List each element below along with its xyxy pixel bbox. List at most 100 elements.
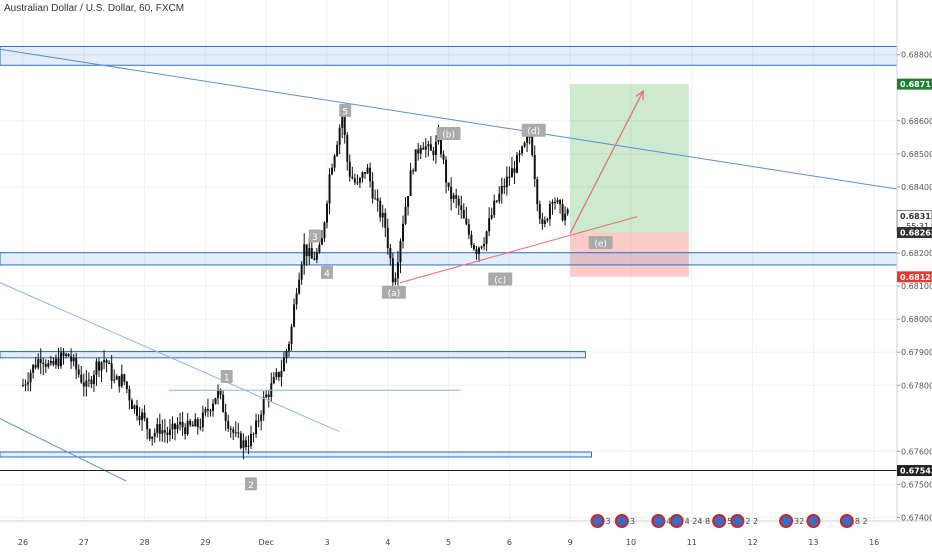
candle-body [265, 394, 268, 398]
candle-body [189, 420, 192, 425]
candle-body [526, 136, 529, 143]
candle-body [87, 379, 90, 381]
price-tick-label: 0.67500 [901, 480, 932, 489]
candle-body [82, 382, 85, 387]
candle-body [356, 182, 359, 184]
candle-body [217, 389, 220, 399]
candle-body [457, 198, 460, 206]
candle-body [65, 354, 68, 356]
wave-label-box [339, 103, 352, 117]
wave-label: 5 [342, 107, 348, 117]
chart-title: Australian Dollar / U.S. Dollar, 60, FXC… [4, 3, 185, 14]
price-badge-label: 0.68312 [900, 212, 932, 221]
candle-body [133, 405, 136, 410]
candle-body [237, 432, 240, 434]
event-flag-icon [839, 514, 854, 528]
candle-body [120, 374, 123, 387]
candle-body [338, 127, 341, 145]
time-tick-label: 27 [79, 538, 89, 547]
candle-body [323, 222, 326, 239]
candle-body [455, 195, 458, 199]
candle-body [179, 421, 182, 425]
candle-body [315, 252, 318, 260]
candle-body [27, 382, 30, 385]
candle-body [462, 210, 465, 219]
wave-label: (b) [442, 131, 455, 141]
candle-body [364, 172, 366, 174]
event-flag-icon [669, 514, 684, 528]
candle-body [80, 374, 83, 383]
candle-body [143, 412, 146, 419]
candle-body [566, 209, 569, 214]
wave-label-box [245, 477, 257, 491]
candle-body [282, 357, 285, 372]
time-tick-label: 29 [200, 538, 210, 547]
price-badge-label: 0.68262 [900, 229, 932, 238]
candle-body [257, 420, 260, 422]
event-flag-icon [590, 514, 605, 528]
candle-body [209, 410, 212, 412]
candle-body [343, 114, 346, 136]
candle-body [318, 244, 321, 253]
candle-body [47, 363, 50, 367]
time-tick-label: 6 [507, 538, 512, 547]
candle-body [442, 154, 445, 160]
event-count: 5 [727, 517, 732, 526]
event-flag-icon [779, 514, 794, 528]
wave-label-box [220, 369, 233, 383]
event-flag-icon [614, 514, 629, 528]
candle-body [136, 405, 138, 416]
candle-body [29, 372, 32, 383]
candle-body [389, 248, 392, 259]
candle-body [536, 179, 539, 205]
candle-body [293, 304, 296, 327]
candle-body [42, 362, 45, 365]
candle-body [158, 424, 161, 434]
candle-body [70, 356, 73, 362]
candle-body [290, 326, 293, 345]
candle-body [483, 243, 486, 247]
candle-body [49, 360, 52, 364]
candle-body [394, 278, 397, 283]
time-tick-label: 28 [140, 538, 150, 547]
candle-body [85, 380, 88, 387]
sr-zone-1 [0, 252, 898, 266]
candle-body [250, 433, 252, 446]
price-tick-label: 0.68800 [901, 51, 932, 60]
candle-body [419, 147, 422, 154]
candle-body [490, 214, 493, 219]
candle-body [95, 361, 98, 375]
candle-body [417, 149, 420, 154]
candle-body [280, 371, 283, 378]
candle-body [434, 141, 437, 155]
time-axis [0, 521, 932, 550]
wave-label-box [308, 229, 321, 243]
candle-body [67, 354, 70, 357]
candle-body [141, 412, 144, 421]
candle-body [171, 423, 174, 430]
candle-body [480, 246, 483, 248]
candle-body [361, 172, 364, 179]
candle-body [404, 206, 407, 224]
candle-body [90, 379, 93, 385]
candle-body [422, 147, 425, 150]
candle-body [247, 445, 250, 447]
candle-body [485, 231, 488, 244]
time-tick-label: 11 [687, 538, 697, 547]
wave-label-box [488, 272, 513, 286]
candle-body [328, 174, 331, 204]
event-count: 2 2 [745, 517, 758, 526]
price-tick-label: 0.68200 [901, 249, 932, 258]
candle-body [412, 170, 415, 172]
candle-body [460, 205, 463, 211]
candle-body [222, 394, 225, 413]
candle-body [467, 224, 470, 235]
candle-body [176, 424, 179, 430]
candle-body [255, 420, 258, 435]
candle-body [204, 408, 207, 413]
price-tick-label: 0.68600 [901, 117, 932, 126]
candle-body [201, 412, 204, 428]
